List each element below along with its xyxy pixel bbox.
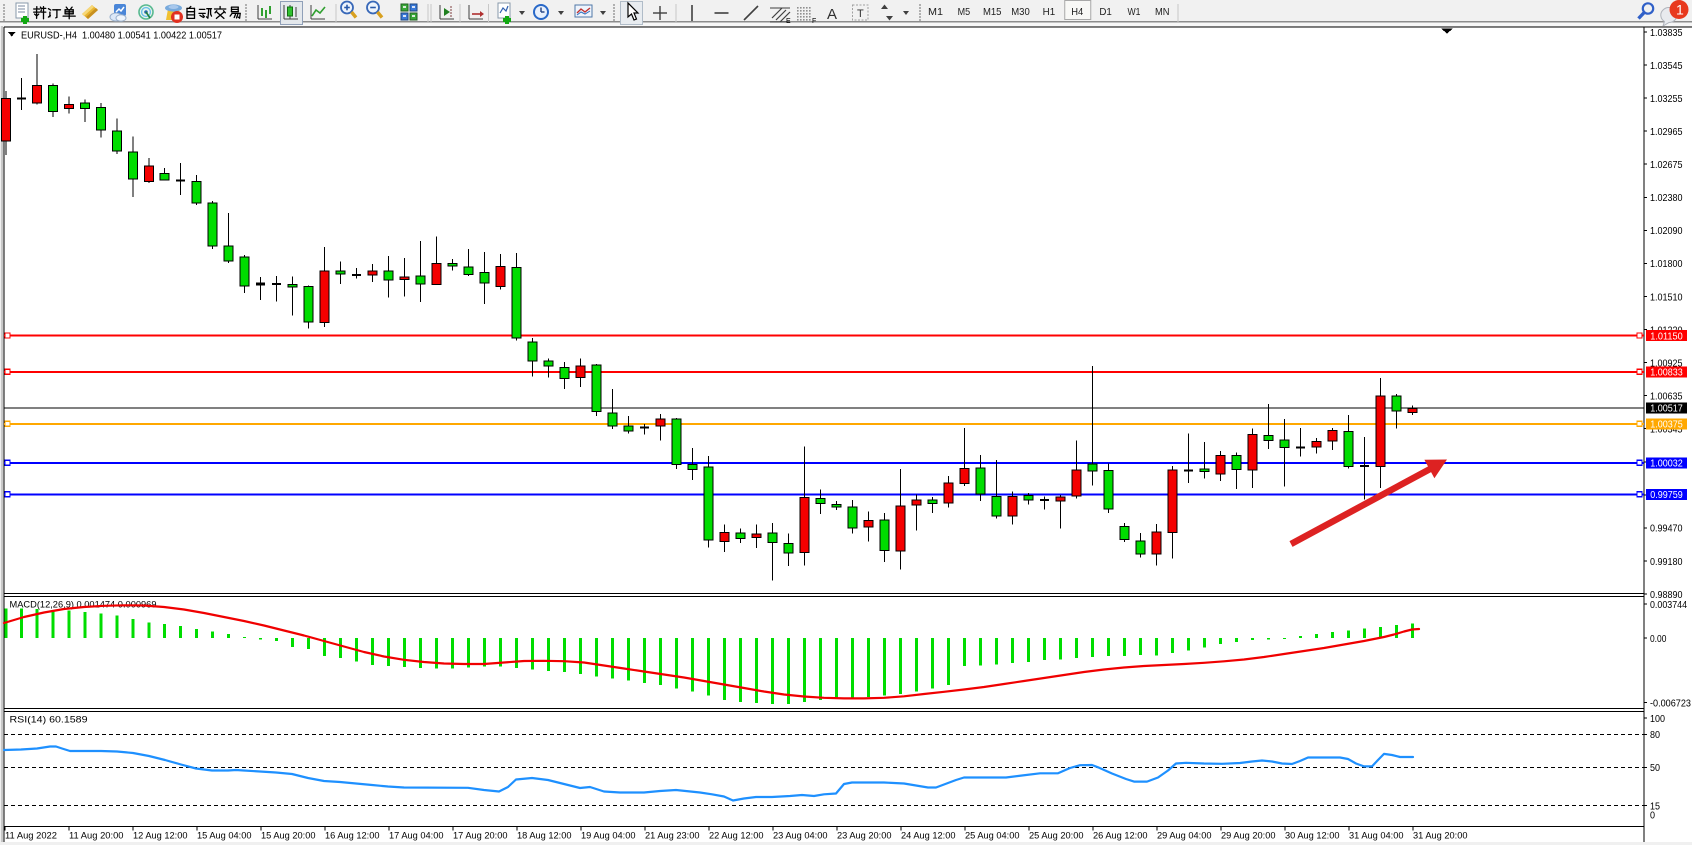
svg-text:16 Aug 12:00: 16 Aug 12:00 (325, 830, 380, 841)
svg-text:F: F (812, 18, 816, 25)
svg-text:0: 0 (1650, 810, 1655, 822)
svg-text:80: 80 (1650, 729, 1660, 741)
svg-text:11 Aug 2022: 11 Aug 2022 (5, 830, 57, 841)
svg-text:MN: MN (1155, 6, 1170, 18)
svg-text:0.003744: 0.003744 (1650, 599, 1687, 611)
svg-text:0.98890: 0.98890 (1650, 589, 1683, 601)
svg-text:1.00517: 1.00517 (1650, 403, 1683, 415)
svg-text:15: 15 (1650, 800, 1660, 812)
svg-text:1.01510: 1.01510 (1650, 291, 1683, 303)
svg-text:EURUSD-,H4 1.00480 1.00541 1.: EURUSD-,H4 1.00480 1.00541 1.00422 1.005… (21, 29, 222, 41)
svg-text:1.02090: 1.02090 (1650, 225, 1683, 237)
svg-text:22 Aug 12:00: 22 Aug 12:00 (709, 830, 764, 841)
svg-text:0.00: 0.00 (1650, 633, 1667, 645)
svg-text:0.99180: 0.99180 (1650, 556, 1683, 568)
svg-text:23 Aug 04:00: 23 Aug 04:00 (773, 830, 828, 841)
svg-text:17 Aug 04:00: 17 Aug 04:00 (389, 830, 444, 841)
svg-text:31 Aug 20:00: 31 Aug 20:00 (1413, 830, 1468, 841)
svg-text:T: T (857, 8, 864, 20)
svg-text:A: A (827, 6, 837, 23)
svg-text:1: 1 (1676, 2, 1684, 18)
svg-text:-0.006723: -0.006723 (1650, 697, 1691, 709)
svg-text:29 Aug 20:00: 29 Aug 20:00 (1221, 830, 1276, 841)
svg-text:25 Aug 20:00: 25 Aug 20:00 (1029, 830, 1084, 841)
svg-text:1.02675: 1.02675 (1650, 159, 1683, 171)
svg-text:1.01800: 1.01800 (1650, 258, 1683, 270)
svg-text:M1: M1 (928, 6, 943, 18)
svg-text:1.02380: 1.02380 (1650, 192, 1683, 204)
svg-text:RSI(14) 60.1589: RSI(14) 60.1589 (10, 715, 88, 726)
svg-text:0.99470: 0.99470 (1650, 523, 1683, 535)
svg-text:1.03255: 1.03255 (1650, 93, 1683, 105)
svg-text:23 Aug 20:00: 23 Aug 20:00 (837, 830, 892, 841)
svg-text:D1: D1 (1099, 6, 1112, 18)
svg-text:1.01150: 1.01150 (1650, 330, 1683, 342)
svg-text:H4: H4 (1071, 6, 1083, 18)
svg-text:W1: W1 (1128, 6, 1141, 18)
svg-text:17 Aug 20:00: 17 Aug 20:00 (453, 830, 508, 841)
svg-text:15 Aug 04:00: 15 Aug 04:00 (197, 830, 252, 841)
svg-text:12 Aug 12:00: 12 Aug 12:00 (133, 830, 188, 841)
svg-text:0.99759: 0.99759 (1650, 489, 1683, 501)
svg-text:1.02965: 1.02965 (1650, 126, 1683, 138)
svg-text:31 Aug 04:00: 31 Aug 04:00 (1349, 830, 1404, 841)
svg-text:29 Aug 04:00: 29 Aug 04:00 (1157, 830, 1212, 841)
svg-text:11 Aug 20:00: 11 Aug 20:00 (69, 830, 124, 841)
svg-text:19 Aug 04:00: 19 Aug 04:00 (581, 830, 636, 841)
svg-text:1.00032: 1.00032 (1650, 458, 1683, 470)
svg-text:1.00375: 1.00375 (1650, 419, 1683, 431)
svg-text:100: 100 (1650, 713, 1665, 725)
svg-text:M30: M30 (1011, 6, 1030, 18)
svg-text:E: E (786, 18, 791, 25)
svg-text:15 Aug 20:00: 15 Aug 20:00 (261, 830, 316, 841)
svg-text:24 Aug 12:00: 24 Aug 12:00 (901, 830, 956, 841)
svg-text:26 Aug 12:00: 26 Aug 12:00 (1093, 830, 1148, 841)
svg-text:50: 50 (1650, 762, 1660, 774)
svg-text:25 Aug 04:00: 25 Aug 04:00 (965, 830, 1020, 841)
svg-text:H1: H1 (1043, 6, 1056, 18)
svg-text:M5: M5 (958, 6, 971, 18)
svg-text:1.03545: 1.03545 (1650, 60, 1683, 72)
svg-text:21 Aug 23:00: 21 Aug 23:00 (645, 830, 700, 841)
svg-text:1.00635: 1.00635 (1650, 391, 1683, 403)
svg-text:18 Aug 12:00: 18 Aug 12:00 (517, 830, 572, 841)
svg-text:MACD(12,26,9) 0.001474 0.00096: MACD(12,26,9) 0.001474 0.000969 (10, 600, 157, 611)
svg-text:30 Aug 12:00: 30 Aug 12:00 (1285, 830, 1340, 841)
svg-text:1.03835: 1.03835 (1650, 27, 1683, 39)
svg-text:1.00833: 1.00833 (1650, 367, 1683, 379)
svg-text:M15: M15 (983, 6, 1002, 18)
